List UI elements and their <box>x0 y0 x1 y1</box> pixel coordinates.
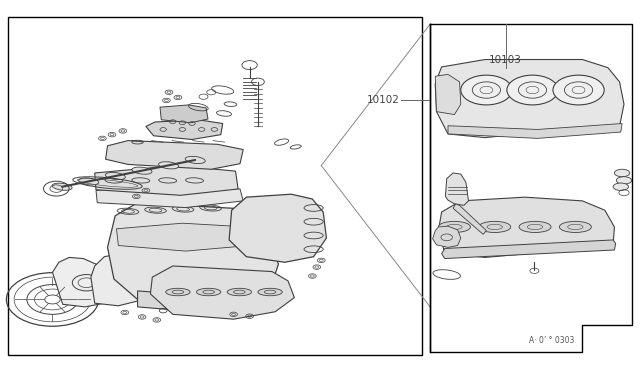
Ellipse shape <box>613 183 628 190</box>
Circle shape <box>553 75 604 105</box>
Polygon shape <box>229 194 326 262</box>
Polygon shape <box>433 226 461 247</box>
Polygon shape <box>116 223 250 251</box>
Polygon shape <box>91 254 149 306</box>
Polygon shape <box>96 185 243 208</box>
Polygon shape <box>448 124 622 138</box>
Polygon shape <box>146 120 223 140</box>
Text: 10103: 10103 <box>489 55 522 65</box>
Ellipse shape <box>519 221 551 232</box>
Bar <box>8 17 422 355</box>
Ellipse shape <box>52 183 72 190</box>
Ellipse shape <box>79 178 99 185</box>
Polygon shape <box>435 60 624 138</box>
Text: 10102: 10102 <box>367 96 399 105</box>
Ellipse shape <box>616 177 632 184</box>
Circle shape <box>461 75 512 105</box>
Ellipse shape <box>258 288 282 296</box>
Polygon shape <box>138 291 259 314</box>
Text: A· 0’ ° 0303: A· 0’ ° 0303 <box>529 336 574 345</box>
Ellipse shape <box>166 288 190 296</box>
Polygon shape <box>160 105 208 123</box>
Circle shape <box>507 75 558 105</box>
Ellipse shape <box>479 221 511 232</box>
Ellipse shape <box>227 288 252 296</box>
Polygon shape <box>106 141 243 169</box>
Polygon shape <box>150 266 294 319</box>
Ellipse shape <box>106 173 125 180</box>
Polygon shape <box>438 197 614 257</box>
Ellipse shape <box>614 169 630 177</box>
Ellipse shape <box>185 156 205 164</box>
Ellipse shape <box>438 221 470 232</box>
Polygon shape <box>108 203 278 307</box>
Ellipse shape <box>132 167 152 174</box>
Polygon shape <box>435 74 461 115</box>
Ellipse shape <box>159 162 179 169</box>
Polygon shape <box>453 204 486 234</box>
Ellipse shape <box>559 221 591 232</box>
Polygon shape <box>52 257 112 307</box>
Polygon shape <box>95 166 238 195</box>
Polygon shape <box>445 173 468 205</box>
Polygon shape <box>442 240 616 259</box>
Ellipse shape <box>196 288 221 296</box>
